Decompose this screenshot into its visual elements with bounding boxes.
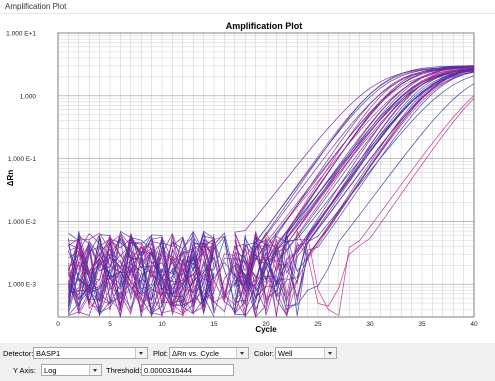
grid: [57, 33, 475, 318]
amplification-curve: [68, 69, 475, 308]
plot-select[interactable]: ΔRn vs. Cycle: [169, 347, 249, 359]
controls-row-1: Detector: BASP1 Plot: ΔRn vs. Cycle Colo…: [0, 347, 495, 361]
y-tick-label: 1.000 E+1: [6, 31, 36, 38]
plot-area-frame: [57, 32, 475, 318]
amplification-curve: [68, 69, 475, 317]
y-tick-labels: 1.000 E+1 1.000 1.000 E-1 1.000 E-2 1.000 E-…: [6, 31, 37, 289]
plot-value: ΔRn vs. Cycle: [172, 349, 220, 358]
threshold-label: Threshold:: [106, 366, 142, 375]
chevron-down-icon[interactable]: [135, 348, 147, 358]
x-tick-label: 10: [158, 321, 166, 328]
detector-label: Detector:: [3, 349, 34, 358]
x-tick-label: 0: [56, 321, 60, 328]
y-axis-value: Log: [44, 366, 57, 375]
x-tick-label: 5: [108, 321, 112, 328]
x-tick-label: 40: [470, 321, 478, 328]
y-tick-label: 1.000 E-3: [8, 282, 37, 289]
chevron-down-icon[interactable]: [324, 348, 336, 358]
y-tick-label: 1.000 E-1: [8, 156, 37, 163]
title-divider: [0, 13, 495, 14]
chevron-down-icon[interactable]: [236, 348, 248, 358]
amplification-curve: [68, 66, 475, 317]
plot-label: Plot:: [153, 349, 169, 358]
x-tick-labels: 0 5 10 15 20 25 30 35 40: [56, 321, 478, 328]
y-axis-title: ΔRn: [6, 170, 15, 187]
x-tick-label: 15: [210, 321, 218, 328]
y-axis-label: Y Axis:: [13, 366, 36, 375]
color-value: Well: [278, 349, 293, 358]
x-tick-label: 35: [418, 321, 426, 328]
amplification-curve: [68, 68, 475, 314]
window-title: Amplification Plot: [5, 2, 67, 11]
x-tick-label: 20: [262, 321, 270, 328]
y-axis-select[interactable]: Log: [41, 364, 102, 376]
chart-title: Amplification Plot: [226, 21, 303, 31]
amplification-curve: [68, 71, 475, 314]
detector-select[interactable]: BASP1: [33, 347, 148, 359]
amplification-curve: [68, 71, 475, 317]
y-tick-label: 1.000: [20, 93, 37, 100]
controls-row-2: Y Axis: Log Threshold: 0.0000316444: [0, 364, 495, 378]
amplification-curve: [68, 66, 475, 309]
x-axis-title: Cycle: [255, 325, 277, 334]
color-select[interactable]: Well: [275, 347, 337, 359]
amplification-plot-panel[interactable]: Amplification Plot 1.000 E+1 1.000 1.000 E…: [0, 15, 495, 342]
amplification-curve: [68, 71, 475, 309]
threshold-value: 0.0000316444: [144, 366, 192, 375]
x-tick-label: 30: [366, 321, 374, 328]
color-label: Color:: [254, 349, 275, 358]
chevron-down-icon[interactable]: [89, 365, 101, 375]
y-tick-label: 1.000 E-2: [8, 219, 37, 226]
amplification-curve: [68, 69, 475, 312]
amplification-curve: [68, 66, 475, 316]
plot-controls: Detector: BASP1 Plot: ΔRn vs. Cycle Colo…: [0, 343, 495, 381]
detector-value: BASP1: [36, 349, 61, 358]
amplification-curve: [68, 70, 475, 316]
threshold-input[interactable]: 0.0000316444: [141, 364, 234, 376]
amplification-curves: [68, 65, 475, 319]
x-tick-label: 25: [314, 321, 322, 328]
